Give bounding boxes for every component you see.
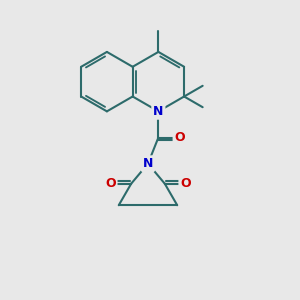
Text: O: O xyxy=(180,177,191,190)
Text: N: N xyxy=(143,157,153,170)
Text: O: O xyxy=(105,177,116,190)
Text: O: O xyxy=(175,131,185,144)
Text: N: N xyxy=(153,105,164,118)
